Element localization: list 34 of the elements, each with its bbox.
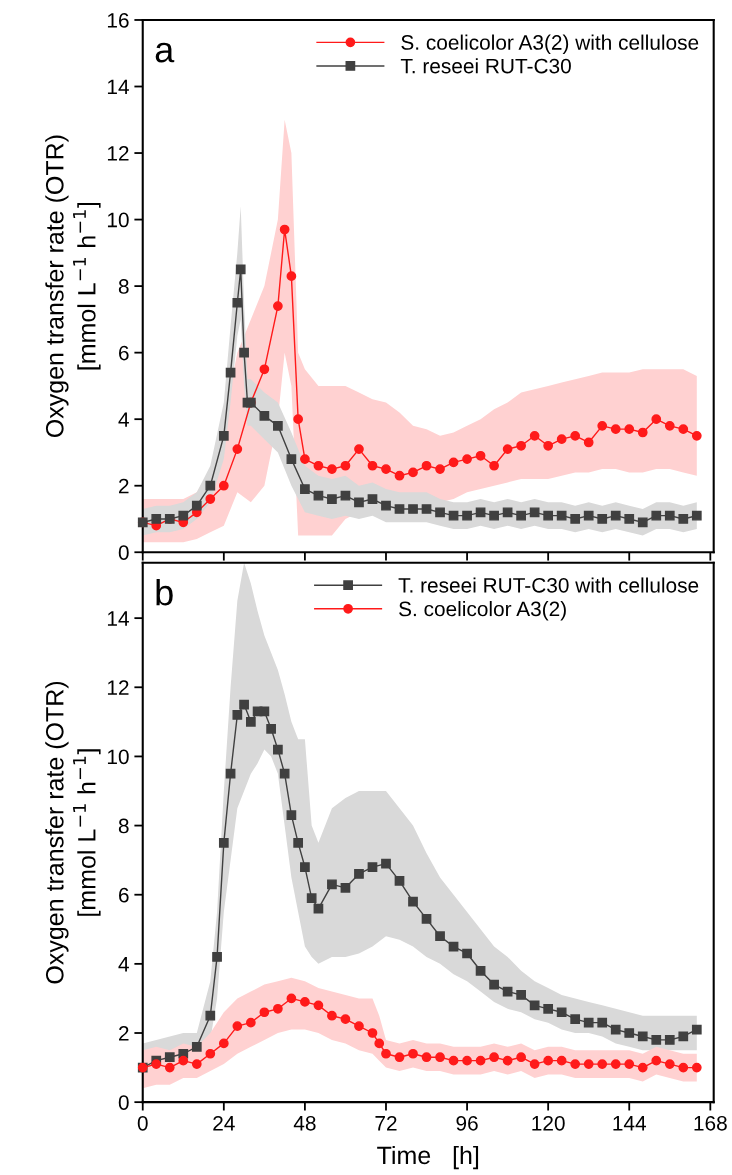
y-tick-label: 4 — [118, 412, 129, 427]
x-tick-label: 120 — [532, 1115, 565, 1131]
x-tick-label: 48 — [293, 1115, 316, 1131]
y-tick-label: 0 — [118, 1095, 129, 1110]
y-tick-label: 8 — [118, 818, 129, 834]
y-tick-label: 4 — [118, 957, 129, 972]
y-axis-title: Oxygen transfer rate (OTR) [mmol L$^{−1}$ h$^{−1}$] — [45, 681, 101, 984]
y-tick-label: 2 — [119, 1026, 129, 1041]
y-tick-label: 10 — [107, 212, 129, 228]
y-tick-label: 10 — [107, 749, 129, 765]
x-tick-label: 144 — [613, 1116, 647, 1131]
legend-label: S. coelicolor A3(2) — [399, 601, 566, 621]
y-tick-label: 12 — [107, 146, 129, 161]
x-tick-label: 72 — [375, 1115, 397, 1131]
annotation: a — [155, 42, 175, 63]
y-tick-label: 12 — [107, 680, 129, 695]
x-tick-label: 168 — [694, 1115, 727, 1131]
x-tick-label: 0 — [137, 1115, 148, 1131]
y-tick-label: 0 — [118, 545, 129, 560]
annotation: b — [156, 579, 173, 606]
y-tick-label: 6 — [119, 345, 129, 361]
y-tick-label: 2 — [119, 478, 129, 494]
x-tick-label: 96 — [456, 1115, 478, 1131]
y-tick-label: 8 — [118, 279, 129, 294]
legend-label: S. coelicolor A3(2) with cellulose — [401, 34, 699, 54]
legend-label: T. reseei RUT-C30 with cellulose — [398, 577, 699, 593]
y-tick-label: 14 — [107, 79, 129, 95]
y-tick-label: 6 — [119, 887, 129, 903]
y-tick-label: 16 — [107, 12, 129, 28]
x-tick-label: 24 — [213, 1115, 235, 1131]
y-axis-title: Oxygen transfer rate (OTR) [mmol L$^{−1}$ h$^{−1}$] — [45, 135, 101, 438]
x-axis-title: Time [h] — [377, 1145, 479, 1170]
y-tick-label: 14 — [107, 611, 129, 626]
legend-label: T. reseei RUT-C30 — [400, 58, 571, 74]
